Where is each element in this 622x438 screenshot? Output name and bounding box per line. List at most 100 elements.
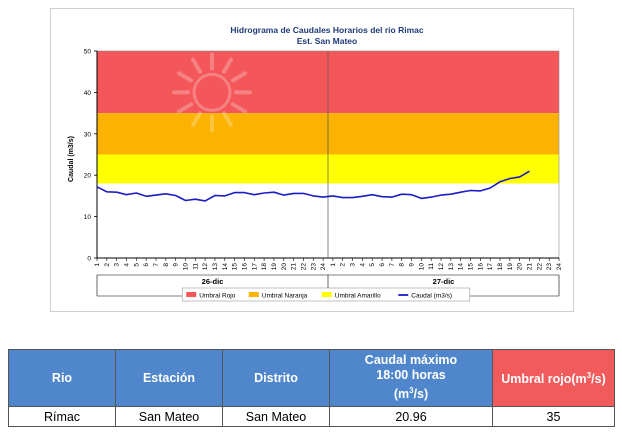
x-tick-label: 24: [556, 263, 563, 271]
header-distrito: Distrito: [222, 349, 330, 407]
legend-label: Umbral Naranja: [262, 292, 308, 299]
y-tick-label: 10: [84, 214, 92, 221]
y-axis-label: Caudal (m3/s): [68, 136, 75, 182]
chart-subtitle: Est. San Mateo: [297, 36, 357, 46]
y-tick-label: 0: [87, 256, 91, 263]
header-caudal-unit-post: /s): [413, 387, 429, 402]
series-line-0: [96, 170, 530, 202]
header-caudal-line1: Caudal máximo: [364, 353, 458, 368]
cell-distrito: San Mateo: [222, 406, 330, 427]
y-axis-ticks: 0 10 20 30 40 50: [84, 49, 97, 263]
x-tick-label: 15: [468, 263, 475, 271]
x-tick-label: 22: [300, 263, 307, 271]
x-tick-label: 16: [241, 263, 248, 271]
chart-legend: Umbral Rojo Umbral Naranja Umbral Amarillo…: [181, 287, 471, 302]
x-tick-label: 13: [212, 263, 219, 271]
sun-watermark-core: [192, 72, 232, 112]
x-tick-label: 23: [546, 263, 553, 271]
header-umbral-sup: 3: [586, 371, 592, 381]
x-tick-label: 8: [399, 263, 406, 267]
hydrograph-svg: Hidrograma de Caudales Horarios del río …: [68, 25, 563, 302]
x-tick-label: 2: [104, 263, 111, 267]
header-umbral-rojo: Umbral rojo(m3/s): [492, 349, 615, 407]
y-tick-label: 40: [84, 90, 92, 97]
x-tick-label: 17: [487, 263, 494, 271]
x-tick-label: 4: [123, 263, 130, 267]
sun-watermark-ray: [177, 102, 194, 114]
x-tick-label: 15: [232, 263, 239, 271]
x-tick-label: 9: [173, 263, 180, 267]
header-umbral-pre: Umbral rojo(m: [501, 372, 587, 387]
summary-table: Rio Estación Distrito Caudal máximo 18:0…: [8, 349, 615, 427]
x-tick-label: 12: [202, 263, 209, 271]
y-tick-label: 20: [84, 173, 92, 180]
chart-title: Hidrograma de Caudales Horarios del río …: [230, 25, 423, 35]
legend-label: Umbral Rojo: [199, 292, 236, 299]
header-rio: Rio: [8, 349, 116, 407]
legend-swatch: [248, 292, 259, 297]
legend-label: Umbral Amarillo: [335, 292, 381, 299]
x-tick-label: 24: [320, 263, 327, 271]
header-caudal-unit-pre: (m: [393, 387, 410, 402]
x-tick-label: 22: [536, 263, 543, 271]
x-tick-label: 5: [369, 263, 376, 267]
x-tick-label: 11: [428, 263, 435, 270]
legend-swatch: [321, 292, 332, 297]
x-tick-label: 16: [477, 263, 484, 271]
day-label: 26-dic: [202, 277, 224, 286]
cell-rio: Rímac: [8, 406, 116, 427]
x-tick-label: 20: [281, 263, 288, 271]
legend-swatch: [186, 292, 197, 297]
x-tick-label: 19: [271, 263, 278, 271]
x-tick-label: 4: [359, 263, 366, 267]
x-tick-label: 21: [527, 263, 534, 271]
legend-label: Caudal (m3/s): [411, 292, 452, 299]
x-tick-label: 17: [251, 263, 258, 271]
x-tick-label: 21: [291, 263, 298, 271]
x-tick-label: 3: [114, 263, 121, 267]
sun-watermark-ray: [230, 71, 247, 83]
x-tick-label: 6: [379, 263, 386, 267]
header-caudal-unit-sup: 3: [409, 386, 414, 396]
x-tick-label: 18: [261, 263, 268, 271]
cell-caudal: 20.96: [329, 406, 493, 427]
x-tick-label: 8: [163, 263, 170, 267]
x-tick-label: 14: [458, 263, 465, 271]
cell-umbral: 35: [492, 406, 615, 427]
day-label: 27-dic: [433, 277, 455, 286]
cell-estacion: San Mateo: [115, 406, 223, 427]
x-tick-label: 12: [438, 263, 445, 271]
header-umbral-post: /s): [591, 372, 606, 387]
x-tick-label: 14: [222, 263, 229, 271]
x-tick-label: 6: [143, 263, 150, 267]
x-tick-label: 1: [94, 263, 101, 267]
y-tick-label: 50: [84, 49, 92, 56]
table-row: Rímac San Mateo San Mateo 20.96 35: [8, 406, 615, 427]
series-layer: [96, 170, 530, 202]
hydrograph-chart: Hidrograma de Caudales Horarios del río …: [50, 8, 574, 312]
x-tick-label: 18: [497, 263, 504, 271]
x-tick-label: 10: [418, 263, 425, 271]
sun-watermark-ray: [230, 102, 247, 114]
y-tick-label: 30: [84, 131, 92, 138]
x-tick-label: 7: [389, 263, 396, 267]
sun-watermark-ray: [191, 57, 202, 74]
header-caudal-maximo: Caudal máximo 18:00 horas (m3/s): [329, 349, 493, 407]
x-tick-label: 23: [310, 263, 317, 271]
header-caudal-line2: 18:00 horas: [376, 368, 446, 383]
sun-watermark-ray: [177, 71, 194, 83]
sun-watermark-ray: [191, 111, 202, 128]
x-tick-label: 11: [192, 263, 199, 270]
table-header-row: Rio Estación Distrito Caudal máximo 18:0…: [8, 349, 615, 407]
x-tick-label: 13: [448, 263, 455, 271]
x-tick-label: 1: [330, 263, 337, 267]
sun-watermark-icon: [172, 52, 252, 133]
x-axis-ticks: 1 2 3 4 5 6 7 8 9 10 11 12 13 14 15 16 17 18 19 20 21 22 23 24 1…: [94, 258, 563, 270]
sun-watermark-ray: [222, 111, 233, 128]
chart-frame: [96, 50, 560, 259]
x-tick-label: 19: [507, 263, 514, 271]
x-tick-label: 5: [133, 263, 140, 267]
x-tick-label: 9: [409, 263, 416, 267]
header-estacion: Estación: [115, 349, 223, 407]
x-tick-label: 20: [517, 263, 524, 271]
